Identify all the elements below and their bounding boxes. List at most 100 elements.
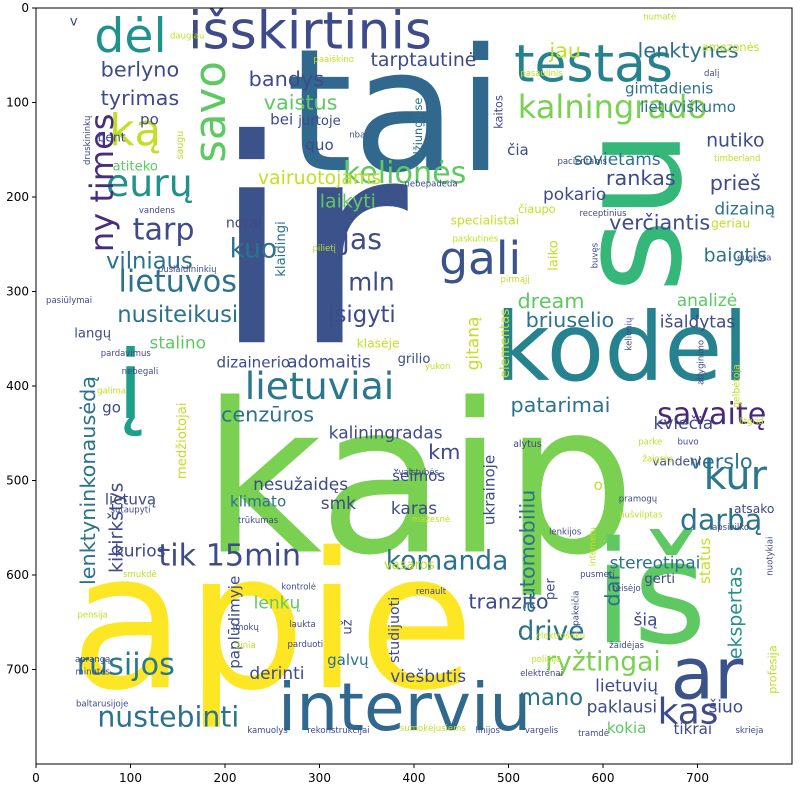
word-28: darbą (680, 504, 762, 537)
word-78: dizainerio (217, 353, 291, 371)
word-127: o (594, 476, 603, 494)
word-63: automobiliu (515, 490, 539, 614)
x-tick-label-4: 400 (403, 771, 426, 785)
word-134: dalį (704, 69, 720, 79)
word-121: per (544, 578, 559, 600)
word-136: saugu (175, 131, 186, 160)
word-27: savaitę (657, 397, 766, 432)
word-154: gelbėtoja (732, 364, 743, 408)
word-158: galima (97, 387, 126, 397)
word-37: nusiteikusi (117, 302, 238, 328)
word-74: sovietams (574, 150, 661, 170)
word-173: nuotykiai (765, 536, 775, 575)
word-68: analizė (677, 291, 737, 311)
word-163: buvo (678, 438, 699, 448)
word-18: eurų (106, 161, 193, 205)
x-tick-label-6: 600 (592, 771, 615, 785)
word-93: karas (391, 499, 437, 519)
word-20: kalningrado (518, 88, 707, 126)
word-189: minutės (75, 667, 110, 677)
word-46: vaistus (264, 91, 338, 115)
word-149: puslaidininkių (158, 265, 217, 275)
word-51: verslo (690, 450, 753, 474)
word-109: specialistai (451, 214, 520, 228)
word-108: klaidingi (274, 221, 289, 276)
word-146: paskutinės (453, 235, 499, 245)
word-155: pardavimus (101, 349, 152, 359)
word-122: už (339, 619, 355, 634)
x-axis: 0 100 200 300 400 500 600 700 (32, 764, 709, 785)
word-186: parduoti (288, 640, 324, 650)
word-156: nebegali (122, 367, 159, 377)
word-95: smk (321, 494, 356, 514)
word-76: lietuviškumo (640, 98, 736, 116)
word-85: viešbutis (390, 667, 466, 687)
word-62: kibirkštys (105, 483, 127, 573)
word-141: čiaupo (518, 203, 556, 216)
word-29: nustebinti (97, 700, 239, 733)
word-169: trūkumas (238, 516, 279, 526)
word-124: atsako (734, 502, 775, 516)
word-191: baltarusijoje (76, 699, 128, 709)
word-11: dėl (94, 9, 166, 64)
word-188: aprangą (75, 655, 110, 665)
word-9: išskirtinis (188, 2, 432, 62)
word-123: status (696, 538, 714, 585)
word-4: su (549, 129, 714, 293)
word-159: litgrid (739, 417, 764, 427)
word-168: sutaupyti (111, 506, 151, 516)
y-tick-label-5: 500 (6, 474, 29, 488)
word-171: smukdė (123, 570, 157, 580)
word-177: teisėjo (613, 584, 641, 594)
word-174: renault (416, 587, 447, 597)
word-61: tarptautinė (370, 49, 476, 71)
y-tick-label-2: 200 (6, 190, 29, 204)
word-14: savo (186, 61, 236, 163)
word-162: parke (638, 438, 662, 448)
word-65: kaliningradas (329, 423, 443, 443)
word-115: klasėje (357, 336, 400, 350)
word-0: ir (212, 79, 410, 409)
word-167: apsivilko (712, 523, 749, 533)
word-22: rusijos (77, 647, 175, 682)
y-axis: 0 100 200 300 400 500 600 700 (6, 1, 36, 677)
word-132: pasaulinis (520, 69, 563, 79)
word-178: internetu (589, 527, 599, 566)
word-52: dream (517, 289, 584, 313)
word-67: nesužaidęs (253, 475, 348, 495)
word-55: prieš (710, 171, 761, 195)
word-194: sumokėjusiems (400, 724, 466, 734)
word-79: klimato (230, 492, 286, 510)
word-176: pusmetį (580, 570, 615, 580)
word-150: pasiūlymai (46, 296, 92, 306)
word-7: ar (671, 633, 744, 716)
word-153: atlyginimo (696, 340, 706, 385)
word-15: ką (109, 106, 161, 156)
word-196: vargelis (525, 726, 559, 736)
word-31: kuo (230, 233, 278, 264)
word-57: laikyti (320, 191, 376, 213)
word-128: v (70, 15, 78, 30)
word-142: receptinius (579, 209, 627, 219)
word-92: dar (600, 571, 624, 606)
word-175: kontrolė (281, 582, 316, 592)
plot-area (36, 8, 792, 764)
word-195: linijos (475, 726, 500, 736)
word-88: šiuo (708, 697, 743, 717)
word-161: alytus (513, 439, 542, 450)
word-80: kurios (114, 541, 165, 561)
y-tick-label-0: 0 (21, 1, 29, 15)
word-118: studijuoti (387, 597, 403, 663)
word-48: berlyno (101, 57, 180, 81)
x-tick-label-5: 500 (497, 771, 520, 785)
word-135: nba (349, 131, 365, 141)
word-49: patarimai (510, 393, 610, 417)
word-111: džiunglėse (412, 98, 425, 159)
y-tick-label-4: 400 (6, 379, 29, 393)
x-tick-label-0: 0 (32, 771, 40, 785)
word-89: kokia (607, 719, 647, 737)
word-54: rankas (606, 166, 676, 190)
word-133: paaiškino (313, 54, 353, 65)
word-6: kodėl (495, 293, 749, 403)
